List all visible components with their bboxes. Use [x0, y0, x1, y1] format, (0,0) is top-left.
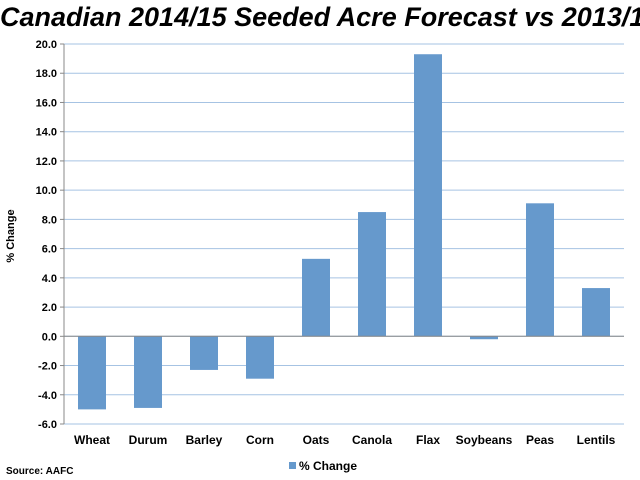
- legend-swatch: [289, 462, 296, 469]
- bar-lentils: [582, 288, 610, 337]
- axes: -6.0 -4.0 -2.0 0.0 2.0 4.0 6.0 8.0 10.0 12.0 14.0 1…: [36, 39, 624, 447]
- y-tick-label: -4.0: [38, 390, 57, 402]
- x-tick-label: Soybeans: [456, 433, 513, 447]
- source-note: Source: AAFC: [6, 466, 73, 477]
- bar-durum: [134, 336, 162, 408]
- x-tick-label: Corn: [246, 433, 274, 447]
- x-tick-label: Flax: [416, 433, 440, 447]
- bar-corn: [246, 336, 274, 379]
- bar-oats: [302, 258, 330, 337]
- bar-soybeans: [470, 336, 498, 340]
- y-tick-label: 10.0: [36, 185, 57, 197]
- legend-label: % Change: [299, 459, 357, 473]
- y-tick-label: -6.0: [38, 419, 57, 431]
- x-tick-label: Lentils: [577, 433, 616, 447]
- y-tick-label: 20.0: [36, 39, 57, 51]
- x-tick-label: Barley: [186, 433, 223, 447]
- y-tick-label: 18.0: [36, 68, 57, 80]
- bar-canola: [358, 212, 386, 337]
- y-tick-label: 14.0: [36, 127, 57, 139]
- bar-flax: [414, 54, 442, 337]
- y-tick-label: 12.0: [36, 156, 57, 168]
- bar-peas: [526, 203, 554, 337]
- bar-wheat: [78, 336, 106, 410]
- y-tick-label: 2.0: [42, 302, 57, 314]
- y-tick-label: 6.0: [42, 244, 57, 256]
- chart-title: Canadian 2014/15 Seeded Acre Forecast vs…: [0, 2, 640, 32]
- x-tick-label: Peas: [526, 433, 554, 447]
- legend: % Change: [289, 459, 357, 473]
- y-tick-label: -2.0: [38, 361, 57, 373]
- y-tick-label: 16.0: [36, 97, 57, 109]
- x-tick-label: Oats: [303, 433, 330, 447]
- bars: [78, 54, 610, 410]
- y-tick-label: 4.0: [42, 273, 57, 285]
- x-tick-label: Canola: [352, 433, 392, 447]
- y-axis-label: % Change: [5, 209, 17, 262]
- y-tick-label: 0.0: [42, 331, 57, 343]
- bar-barley: [190, 336, 218, 370]
- x-tick-label: Wheat: [74, 433, 110, 447]
- y-tick-label: 8.0: [42, 214, 57, 226]
- x-tick-label: Durum: [129, 433, 168, 447]
